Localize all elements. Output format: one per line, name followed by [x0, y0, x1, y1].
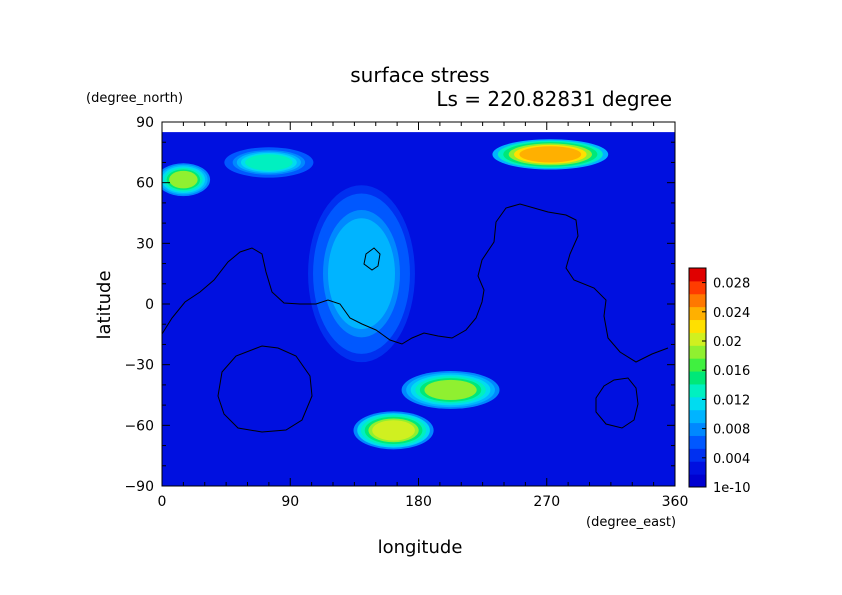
x-unit-label: (degree_east) [586, 515, 676, 530]
colorbar-swatch [689, 371, 706, 385]
x-tick-label: 0 [158, 494, 167, 510]
y-tick-label: −90 [124, 479, 154, 495]
y-axis-title: latitude [94, 270, 115, 339]
x-axis: 0 90 180 270 360 [158, 122, 689, 510]
topography-contours [162, 203, 669, 433]
colorbar-swatch [689, 448, 706, 462]
y-tick-label: 0 [145, 297, 154, 313]
colorbar-swatch [689, 319, 706, 333]
chart-subtitle: Ls = 220.82831 degree [436, 87, 672, 111]
y-tick-label: −60 [124, 418, 154, 434]
y-tick-label: −30 [124, 358, 154, 374]
colorbar-swatch [689, 461, 706, 475]
colorbar-label: 0.004 [713, 452, 750, 467]
colorbar-label: 0.024 [713, 306, 750, 321]
field-level [424, 379, 477, 401]
field-level [245, 154, 293, 171]
colorbar-swatch [689, 280, 706, 295]
colorbar-label: 0.02 [713, 335, 742, 350]
colorbar-label: 1e-10 [713, 481, 751, 496]
field-level [372, 420, 415, 441]
colorbar-swatch [689, 422, 706, 436]
colorbar-label: 0.016 [713, 364, 750, 379]
contour-line [595, 377, 639, 429]
contour-line [162, 203, 669, 363]
contour-line [363, 247, 381, 271]
colorbar: 0.028 0.024 0.02 0.016 0.012 0.008 0.004 1e-10 [688, 267, 751, 496]
colorbar-label: 0.012 [713, 393, 750, 408]
heatmap-field [162, 122, 675, 486]
x-tick-label: 90 [281, 494, 299, 510]
colorbar-swatch [689, 358, 706, 372]
field-level [519, 146, 582, 163]
colorbar-swatch [689, 409, 706, 424]
y-tick-label: 30 [136, 236, 154, 252]
colorbar-swatch [689, 345, 706, 359]
x-axis-title: longitude [378, 537, 463, 558]
field-level [169, 170, 198, 189]
y-axis: 90 60 30 0 −30 −60 −90 [124, 115, 675, 495]
colorbar-label: 0.028 [713, 277, 750, 292]
colorbar-swatch [689, 396, 706, 411]
contour-line [217, 345, 313, 433]
chart-title: surface stress [350, 63, 489, 87]
x-tick-label: 360 [662, 494, 689, 510]
colorbar-swatch [689, 268, 706, 282]
colorbar-swatch [689, 474, 706, 488]
colorbar-swatch [689, 383, 706, 398]
colorbar-label: 0.008 [713, 423, 750, 438]
x-tick-label: 180 [405, 494, 432, 510]
y-tick-label: 90 [136, 115, 154, 131]
x-tick-label: 270 [533, 494, 560, 510]
colorbar-swatch [689, 293, 706, 308]
colorbar-swatch [689, 435, 706, 449]
colorbar-frame [688, 267, 707, 488]
y-unit-label: (degree_north) [86, 91, 183, 106]
colorbar-swatch [689, 306, 706, 321]
colorbar-swatch [689, 332, 706, 346]
y-tick-label: 60 [136, 176, 154, 192]
